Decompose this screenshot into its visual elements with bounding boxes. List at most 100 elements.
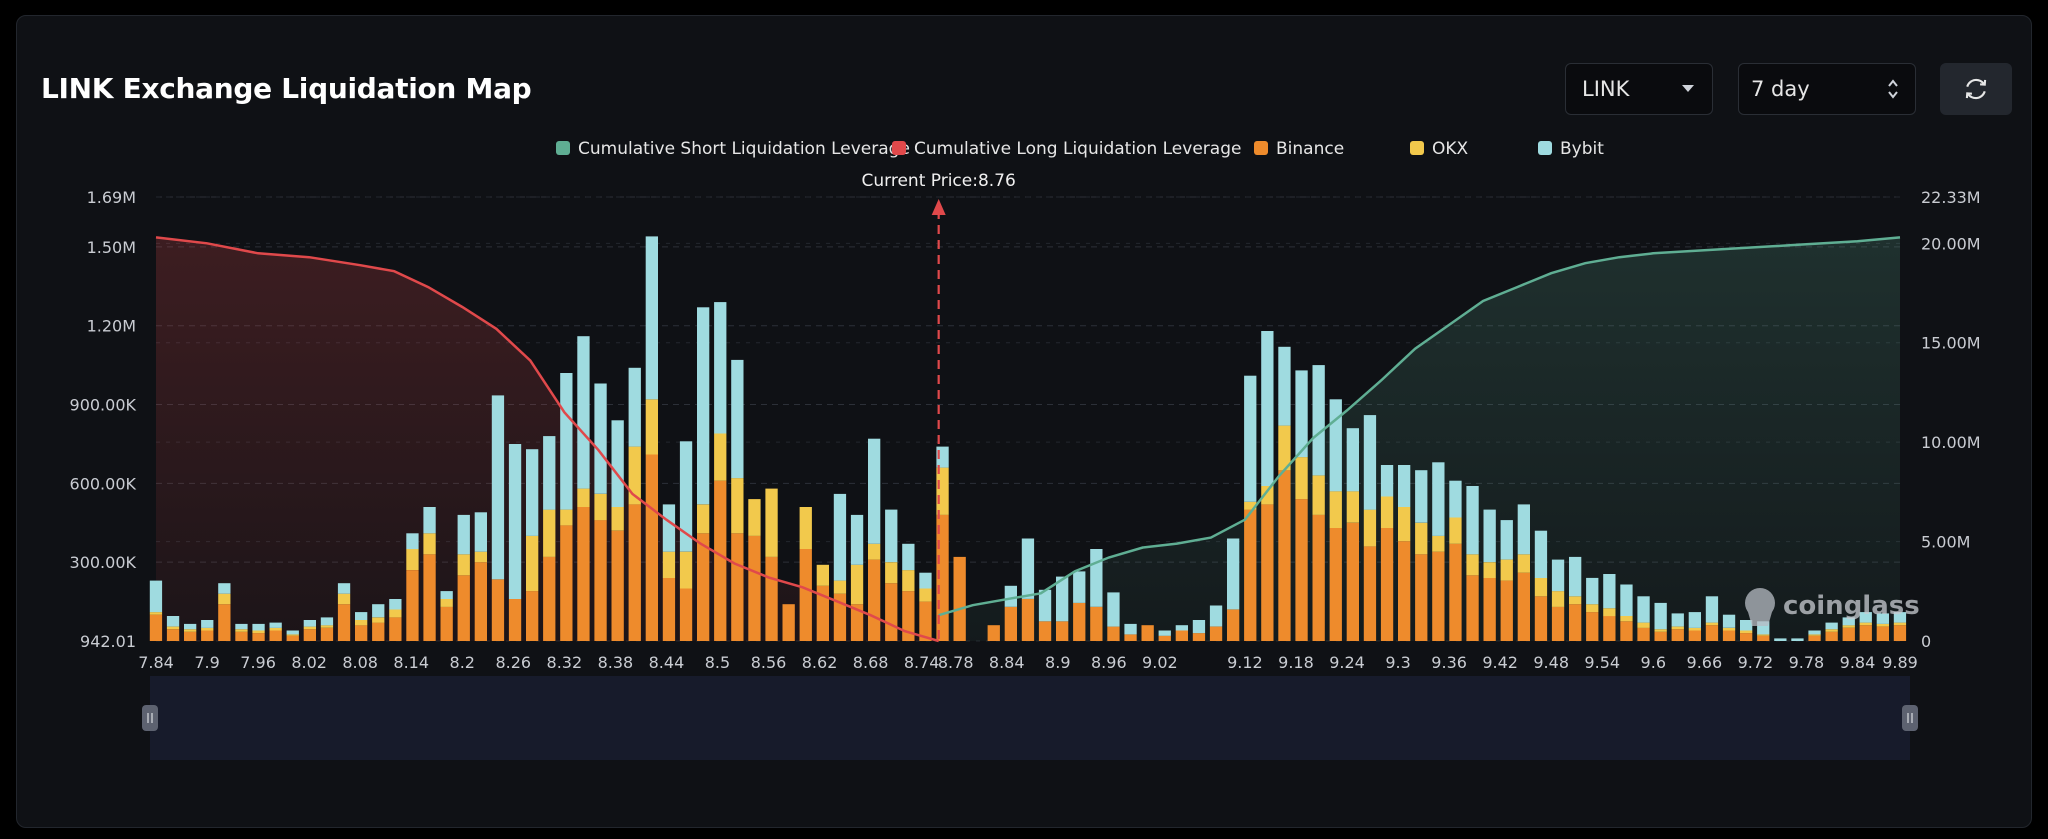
binance-bar — [816, 585, 829, 641]
binance-bar — [1312, 514, 1325, 641]
okx-bar — [1825, 629, 1838, 632]
range-select[interactable]: 7 day — [1738, 63, 1916, 115]
okx-bar — [320, 625, 334, 628]
okx-bar — [1893, 622, 1907, 626]
binance-bar — [1038, 621, 1052, 641]
refresh-icon — [1965, 78, 1987, 100]
bybit-bar — [1073, 571, 1086, 603]
y-left-tick-label: 942.01 — [80, 632, 136, 651]
x-tick-label: 9.78 — [1789, 653, 1825, 672]
bybit-bar — [372, 604, 385, 618]
binance-bar — [1586, 612, 1599, 641]
bybit-bar — [1825, 622, 1838, 630]
okx-bar — [1363, 509, 1377, 547]
okx-bar — [1603, 608, 1616, 617]
okx-bar — [1876, 623, 1889, 627]
x-tick-label: 7.96 — [240, 653, 276, 672]
binance-bar — [1278, 470, 1291, 641]
binance-bar — [1876, 626, 1889, 641]
x-tick-label: 8.08 — [342, 653, 378, 672]
okx-bar — [252, 630, 265, 634]
bybit-bar — [577, 336, 590, 489]
bybit-bar — [1398, 465, 1411, 507]
binance-bar — [1380, 528, 1394, 641]
bybit-bar — [286, 630, 299, 635]
binance-bar — [1175, 630, 1188, 641]
binance-bar — [201, 630, 214, 641]
binance-bar — [235, 631, 248, 641]
binance-bar — [594, 520, 607, 641]
zoom-handle[interactable] — [142, 705, 158, 731]
current-price-arrow — [931, 199, 946, 215]
okx-bar — [286, 634, 299, 636]
binance-bar — [1688, 630, 1701, 641]
okx-bar — [1466, 554, 1479, 576]
bybit-bar — [1534, 530, 1548, 578]
binance-bar — [1261, 504, 1274, 641]
bybit-bar — [1466, 486, 1479, 555]
y-left-tick-label: 900.00K — [70, 396, 137, 415]
okx-bar — [1432, 535, 1445, 552]
y-left-tick-label: 1.69M — [87, 188, 136, 207]
bybit-bar — [1363, 415, 1377, 510]
bybit-bar — [1740, 620, 1753, 631]
coin-select[interactable]: LINK — [1565, 63, 1713, 115]
x-tick-label: 8.96 — [1091, 653, 1127, 672]
binance-bar — [389, 617, 402, 641]
binance-bar — [1722, 630, 1736, 641]
bybit-bar — [1586, 577, 1599, 605]
bybit-bar — [1569, 556, 1582, 597]
binance-bar — [868, 559, 881, 641]
binance-bar — [406, 570, 419, 641]
legend-swatch — [556, 141, 570, 155]
caret-down-icon — [1682, 85, 1694, 92]
okx-bar — [1380, 496, 1394, 528]
bybit-bar — [833, 493, 847, 581]
binance-bar — [1398, 541, 1411, 641]
binance-bar — [697, 533, 710, 641]
binance-bar — [1637, 627, 1650, 641]
bybit-bar — [1774, 638, 1787, 641]
y-right-tick-label: 22.33M — [1921, 188, 1981, 207]
okx-bar — [1637, 622, 1650, 628]
binance-bar — [526, 591, 539, 641]
binance-bar — [1842, 627, 1855, 641]
binance-bar — [337, 604, 351, 641]
binance-bar — [662, 577, 676, 641]
okx-bar — [1569, 596, 1582, 605]
okx-bar — [1654, 629, 1667, 632]
okx-bar — [269, 627, 282, 631]
bybit-bar — [406, 533, 419, 550]
bybit-bar — [885, 509, 898, 563]
okx-bar — [662, 551, 676, 578]
legend-item: Bybit — [1560, 139, 1604, 159]
coinglass-watermark: coinglass — [1745, 588, 1920, 626]
bybit-bar — [355, 612, 368, 620]
range-select-value: 7 day — [1751, 77, 1810, 101]
binance-bar — [953, 556, 966, 641]
bybit-bar — [628, 367, 641, 447]
binance-bar — [1021, 599, 1035, 641]
x-tick-label: 9.6 — [1641, 653, 1666, 672]
legend-item: OKX — [1432, 139, 1469, 159]
bybit-bar — [1791, 638, 1804, 641]
legend-item: Cumulative Short Liquidation Leverage — [578, 139, 910, 159]
x-tick-label: 9.24 — [1329, 653, 1365, 672]
okx-bar — [628, 446, 641, 505]
bybit-bar — [1876, 613, 1889, 624]
short-leverage-area — [938, 237, 1900, 641]
okx-bar — [765, 488, 778, 557]
bybit-bar — [218, 583, 231, 594]
binance-bar — [1705, 625, 1719, 641]
x-tick-label: 8.26 — [495, 653, 531, 672]
bybit-bar — [697, 307, 710, 505]
bybit-bar — [1483, 509, 1496, 563]
y-right-tick-label: 10.00M — [1921, 433, 1981, 452]
binance-bar — [1825, 631, 1838, 641]
binance-bar — [1893, 625, 1907, 641]
bybit-bar — [303, 620, 316, 627]
x-tick-label: 8.78 — [938, 653, 974, 672]
zoom-handle[interactable] — [1902, 705, 1918, 731]
zoom-range-area — [150, 676, 1910, 760]
refresh-button[interactable] — [1940, 63, 2012, 115]
